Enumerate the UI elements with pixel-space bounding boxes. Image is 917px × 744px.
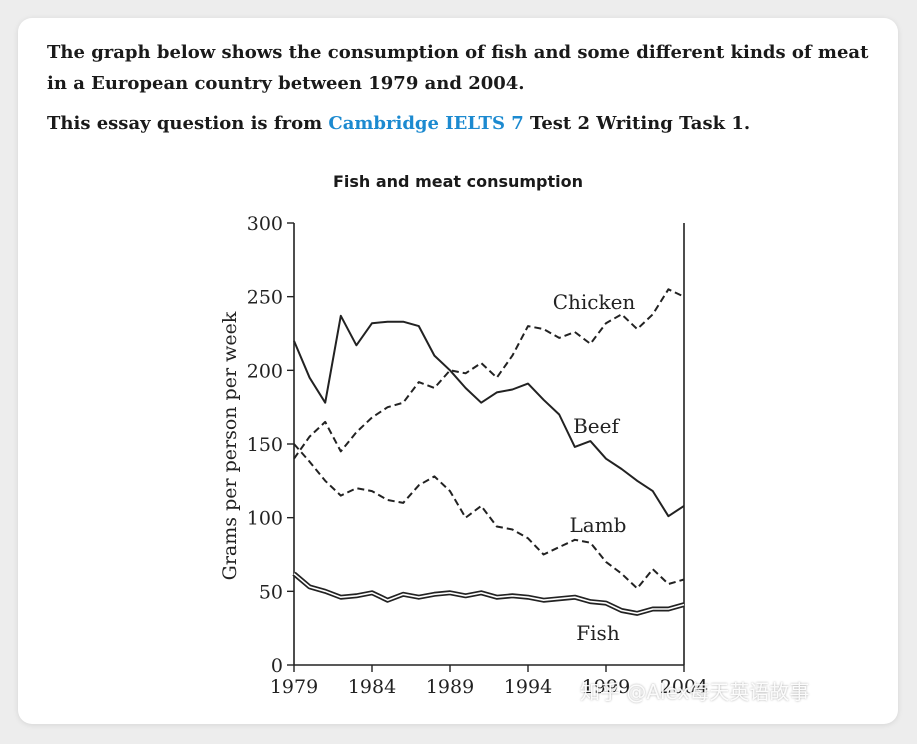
chicken-series-label: Chicken <box>553 290 636 314</box>
source-text-before: This essay question is from <box>47 113 329 134</box>
x-tick-label: 1984 <box>348 676 396 698</box>
y-tick-label: 150 <box>247 434 283 456</box>
y-tick-label: 100 <box>247 508 283 530</box>
watermark-text: 知乎 @Alex每天英语故事 <box>580 680 810 704</box>
x-tick-label: 1979 <box>270 676 318 698</box>
y-tick-label: 0 <box>271 655 283 677</box>
source-text-after: Test 2 Writing Task 1. <box>523 113 751 134</box>
question-card: The graph below shows the consumption of… <box>18 18 898 724</box>
y-tick-label: 250 <box>247 287 283 309</box>
beef-line <box>293 314 685 518</box>
fish-line-outer <box>292 571 685 616</box>
lamb-line <box>293 443 685 590</box>
x-tick-label: 1994 <box>504 676 552 698</box>
y-tick-label: 50 <box>259 581 283 603</box>
y-axis-label: Grams per person per week <box>219 311 241 580</box>
fish-line-inner <box>293 573 685 615</box>
y-tick-label: 200 <box>247 360 283 382</box>
x-tick-label: 1999 <box>582 676 630 698</box>
chart-title: Fish and meat consumption <box>332 172 584 191</box>
cambridge-ielts-link[interactable]: Cambridge IELTS 7 <box>328 113 524 134</box>
fish-series-label: Fish <box>576 621 620 645</box>
source-paragraph: This essay question is from Cambridge IE… <box>47 108 882 139</box>
x-tick-label: 2004 <box>660 676 708 698</box>
question-paragraph: The graph below shows the consumption of… <box>47 42 869 94</box>
beef-series-label: Beef <box>573 414 620 438</box>
lamb-series-label: Lamb <box>570 513 627 537</box>
y-tick-label: 300 <box>247 213 283 235</box>
chicken-line <box>293 288 685 460</box>
x-tick-label: 1989 <box>426 676 474 698</box>
